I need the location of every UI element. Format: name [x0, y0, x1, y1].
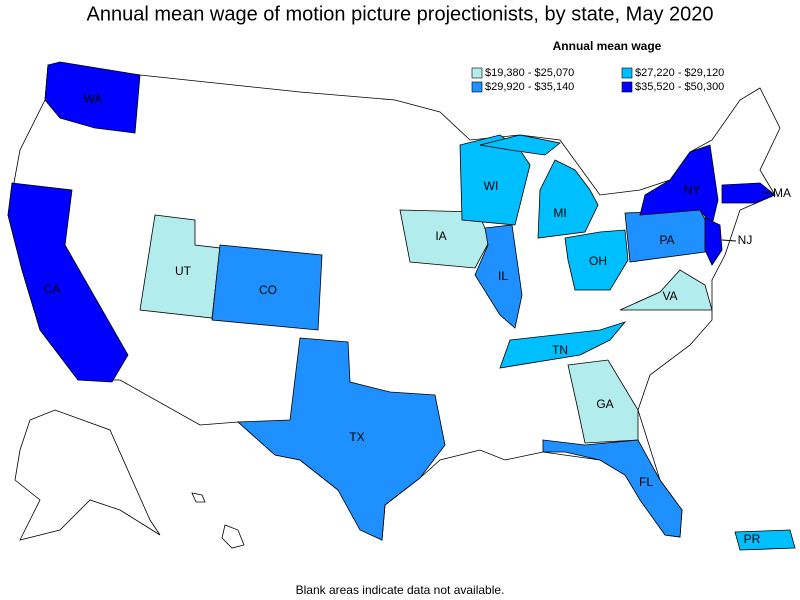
state	[44, 61, 141, 134]
ma-leader	[761, 191, 773, 195]
state-label: NJ	[738, 233, 753, 247]
state	[7, 182, 129, 383]
state-label: FL	[639, 475, 653, 489]
state	[211, 244, 323, 331]
legend-label: $35,520 - $50,300	[635, 81, 724, 93]
legend-title: Annual mean wage	[553, 39, 662, 53]
footnote: Blank areas indicate data not available.	[296, 583, 505, 597]
state	[721, 182, 776, 204]
state-label: TX	[349, 430, 364, 444]
state-label: UT	[175, 264, 192, 278]
map-title: Annual mean wage of motion picture proje…	[86, 3, 713, 25]
state	[537, 159, 599, 239]
legend-label: $29,920 - $35,140	[485, 81, 574, 93]
legend-label: $27,220 - $29,120	[635, 67, 724, 79]
state-label: IA	[435, 229, 446, 243]
state	[474, 224, 523, 329]
state-label: NY	[684, 183, 701, 197]
state-label: TN	[552, 343, 568, 357]
legend-label: $19,380 - $25,070	[485, 67, 574, 79]
state-label: WA	[84, 92, 103, 106]
nj-leader	[721, 239, 737, 242]
state	[564, 229, 629, 291]
state	[639, 144, 719, 226]
state	[619, 269, 713, 311]
state-label: GA	[596, 397, 613, 411]
state-label: OH	[589, 254, 607, 268]
legend-swatch	[471, 67, 483, 79]
state	[236, 337, 446, 541]
state-label: MI	[553, 206, 566, 220]
state-label: VA	[662, 289, 677, 303]
state-label: WI	[484, 179, 499, 193]
state	[499, 321, 627, 369]
state	[704, 217, 723, 266]
alaska	[14, 409, 161, 541]
state-label: PR	[744, 532, 761, 546]
state-label: MA	[773, 186, 791, 200]
state-label: PA	[659, 233, 674, 247]
hawaii-islands	[191, 492, 206, 503]
state	[734, 529, 796, 551]
state-part	[479, 134, 561, 156]
state-label: IL	[498, 269, 508, 283]
hawaii	[221, 524, 245, 549]
state-label: CO	[259, 283, 277, 297]
legend-swatch	[471, 81, 483, 93]
state	[542, 439, 683, 538]
state-label: CA	[44, 282, 61, 296]
legend-swatch	[621, 81, 633, 93]
legend-swatch	[621, 67, 633, 79]
state	[459, 134, 531, 226]
